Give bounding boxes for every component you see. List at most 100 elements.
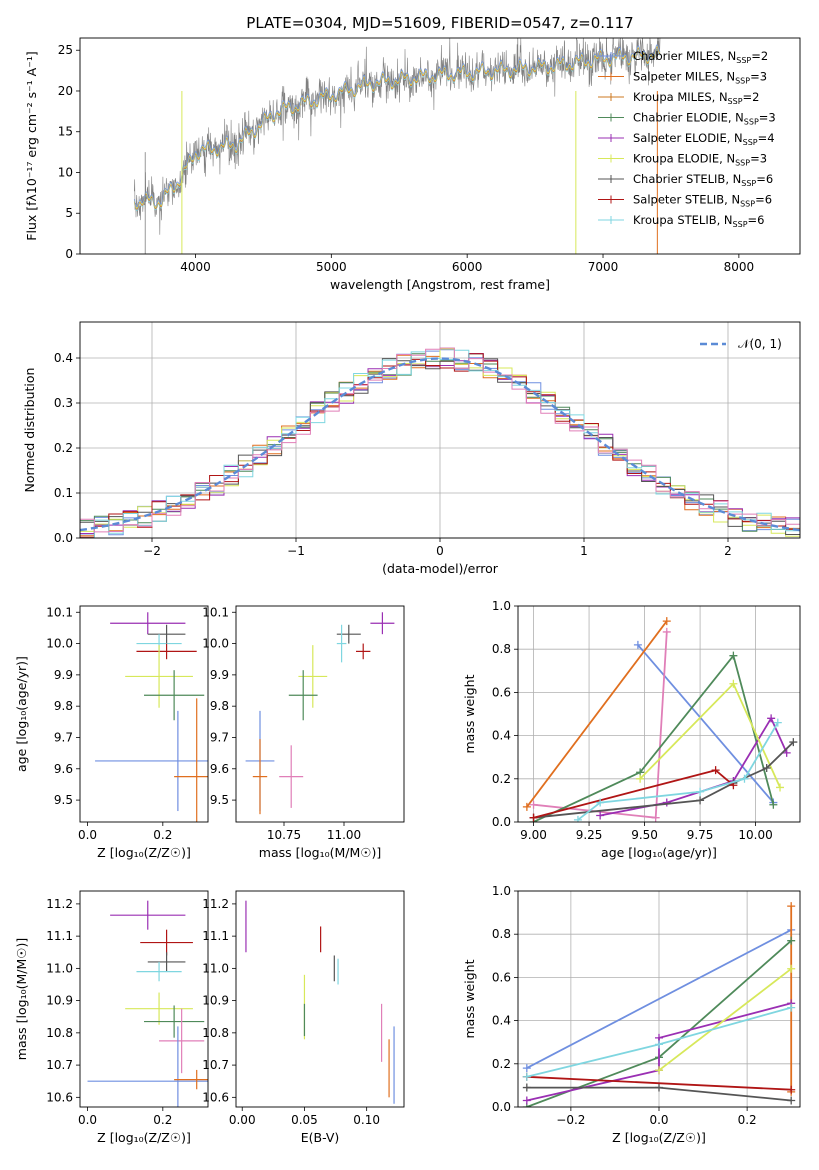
y-tick-label: 10.0	[202, 637, 229, 651]
x-tick-label: 0.0	[78, 828, 97, 842]
y-tick-label: 9.5	[210, 793, 229, 807]
weight-point	[776, 783, 785, 792]
x-axis-label: Z [log₁₀(Z/Z☉)]	[97, 845, 191, 860]
weight_vs_Z-plot-area	[522, 902, 796, 1107]
legend-entry-name: Salpeter MILES, N	[633, 70, 735, 84]
y-tick-label: 10.1	[46, 605, 73, 619]
residual-histogram-pink	[80, 347, 800, 537]
spectrum-plot-area	[133, 38, 661, 254]
y-tick-label: 0.0	[54, 531, 73, 545]
weight-series-kroupa_elodie	[658, 968, 792, 1072]
legend-entry: Salpeter ELODIE, NSSP=4	[633, 131, 775, 147]
y-axis-label: mass weight	[462, 674, 477, 753]
y-axis-label: age [log₁₀(age/yr)]	[14, 656, 29, 772]
axes-frame	[517, 890, 801, 1108]
age_vs_mass-axes: 10.75 11.00 9.5 9.6 9.7 9.8 9.9 10.0 10.1 mass [l…	[202, 605, 381, 860]
legend-entry-sub: SSP	[733, 220, 748, 229]
weight-point	[773, 718, 782, 727]
residuals-plot-area	[80, 347, 800, 538]
mass_vs_ebv-axes: 0.00 0.05 0.10 10.6 10.7 10.8 10.9 11.0 11.1 11.2…	[202, 897, 380, 1145]
y-tick-label: 0.3	[54, 396, 73, 410]
model-spectrum-kroupa_stelib	[133, 47, 661, 212]
y-tick-label: 10.1	[202, 605, 229, 619]
weight-point	[729, 651, 738, 660]
y-tick-label: 10.7	[46, 1058, 73, 1072]
x-tick-label: 5000	[316, 260, 347, 274]
legend-entry-suffix: =3	[750, 70, 767, 84]
weight-point	[662, 798, 671, 807]
y-tick-label: 11.0	[202, 961, 229, 975]
gauss-legend-label: 𝒩(0, 1)	[738, 337, 782, 351]
y-tick-label: 10.6	[202, 1090, 229, 1104]
legend-entry-name: Chabrier MILES, N	[633, 49, 736, 63]
x-axis-label: wavelength [Angstrom, rest frame]	[330, 277, 550, 292]
weight-point	[655, 1083, 663, 1092]
y-tick-label: 0.8	[492, 642, 511, 656]
legend-entry: Chabrier STELIB, NSSP=6	[633, 172, 773, 188]
y-tick-label: 0.8	[492, 927, 511, 941]
x-axis-label: Z [log₁₀(Z/Z☉)]	[612, 1130, 706, 1145]
legend-entry-name: Kroupa STELIB, N	[633, 213, 733, 227]
weight-point	[522, 802, 531, 811]
legend-entry-name: Chabrier STELIB, N	[633, 172, 741, 186]
weight-point	[762, 764, 771, 772]
legend-entry-name: Kroupa MILES, N	[633, 90, 728, 104]
weight-point	[769, 800, 778, 809]
y-tick-label: 0.0	[492, 1100, 511, 1114]
age_vs_Z-plot-area	[95, 612, 208, 822]
legend-entry-sub: SSP	[743, 138, 758, 147]
y-tick-label: 9.6	[210, 762, 229, 776]
x-tick-label: 0.10	[353, 1113, 380, 1127]
legend-entry-name: Salpeter STELIB, N	[633, 193, 740, 207]
y-tick-label: 10	[58, 165, 73, 179]
legend-entry: Salpeter STELIB, NSSP=6	[633, 193, 772, 209]
x-axis-label: mass [log₁₀(M/M☉)]	[259, 845, 381, 860]
axes-frame	[79, 890, 209, 1108]
weight-point	[729, 679, 738, 688]
weight_vs_age-axes: 9.00 9.25 9.50 9.75 10.00 0.0 0.2 0.4 0.6 0.8 1.0 a…	[462, 599, 800, 860]
weight-point	[529, 800, 538, 809]
y-tick-label: 10.9	[46, 994, 73, 1008]
y-tick-label: 10.6	[46, 1090, 73, 1104]
x-tick-label: 9.00	[520, 828, 547, 842]
axes-frame	[235, 890, 405, 1108]
weight-point	[711, 766, 720, 775]
y-tick-label: 1.0	[492, 599, 511, 613]
x-tick-label: −1	[287, 544, 305, 558]
y-tick-label: 0.1	[54, 486, 73, 500]
weight-point	[662, 627, 671, 636]
y-tick-label: 9.9	[54, 668, 73, 682]
weight_vs_Z-axes: −0.2 0.0 0.2 0.0 0.2 0.4 0.6 0.8 1.0 Z [log₁₀(Z/Z…	[462, 884, 800, 1145]
weight-series-chabrier_miles	[637, 644, 775, 804]
x-tick-label: 0	[436, 544, 444, 558]
legend-entry-sub: SSP	[740, 200, 755, 209]
weight-point	[789, 738, 798, 747]
spectrum-axes: 4000 5000 6000 7000 8000 0 5 10 15 20 25 wavelength…	[24, 43, 754, 292]
weight-point	[522, 1096, 531, 1105]
y-tick-label: 0.6	[492, 685, 511, 699]
weight-point	[529, 813, 538, 822]
mass_vs_Z-axes: 0.0 0.2 10.6 10.7 10.8 10.9 11.0 11.1 11.2 Z [log…	[14, 897, 191, 1145]
weight-series-salpeter_miles	[526, 620, 668, 808]
x-axis-label: Z [log₁₀(Z/Z☉)]	[97, 1130, 191, 1145]
x-tick-label: 0.2	[738, 1113, 757, 1127]
y-tick-label: 10.9	[202, 994, 229, 1008]
weight-point	[522, 1083, 531, 1092]
model-spectrum-kroupa_elodie	[133, 45, 661, 209]
y-tick-label: 1.0	[492, 884, 511, 898]
weight-point	[787, 1085, 796, 1094]
x-axis-label: (data-model)/error	[382, 561, 499, 576]
y-tick-label: 0	[65, 247, 73, 261]
x-axis-label: E(B-V)	[301, 1130, 340, 1145]
y-tick-label: 0.2	[54, 441, 73, 455]
legend-entry-sub: SSP	[736, 56, 751, 65]
weight-point	[596, 798, 605, 807]
legend-entry-suffix: =2	[743, 90, 760, 104]
legend-entry-name: Kroupa ELODIE, N	[633, 152, 735, 166]
x-tick-label: 6000	[452, 260, 483, 274]
weight-point	[782, 748, 791, 757]
legend-entry-sub: SSP	[741, 179, 756, 188]
y-tick-label: 10.7	[202, 1058, 229, 1072]
y-tick-label: 0.6	[492, 970, 511, 984]
